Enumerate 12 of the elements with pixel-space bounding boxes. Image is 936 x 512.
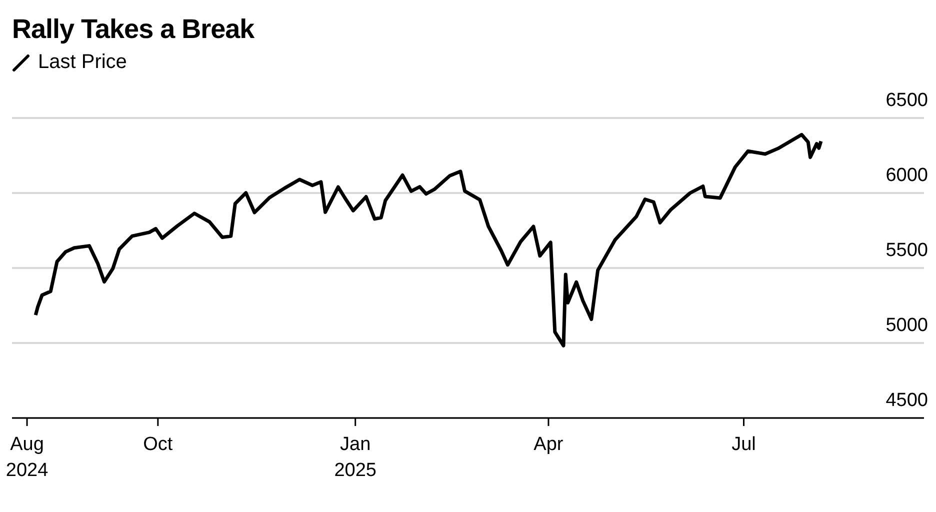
y-tick-label: 6500 [886, 90, 928, 111]
x-tick-label: Apr [534, 434, 564, 455]
x-tick-label: Aug 2024 [6, 434, 49, 481]
x-tick-label: Jan 2025 [334, 434, 376, 481]
chart-title: Rally Takes a Break [12, 14, 256, 45]
x-tick-label: Jul [732, 434, 756, 455]
y-tick-label: 5500 [886, 240, 928, 261]
y-tick-label: 6000 [886, 165, 928, 186]
y-tick-label: 4500 [886, 390, 928, 411]
x-tick-label: Oct [143, 434, 174, 455]
y-tick-label: 5000 [886, 315, 928, 336]
legend-label: Last Price [38, 51, 127, 74]
